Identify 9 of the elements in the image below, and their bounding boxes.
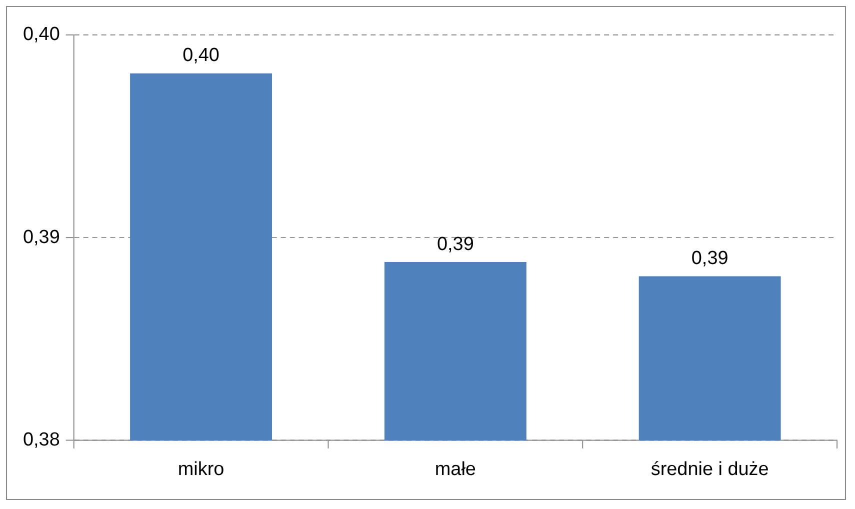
data-label: 0,39 <box>436 234 474 255</box>
x-tick-label: średnie i duże <box>650 458 769 480</box>
y-tick-label: 0,38 <box>22 430 60 451</box>
data-label: 0,39 <box>691 248 728 269</box>
data-label: 0,40 <box>182 45 220 66</box>
y-tick-label: 0,40 <box>22 24 60 46</box>
y-tick-label: 0,39 <box>22 226 60 248</box>
x-tick-label: małe <box>434 458 476 480</box>
x-tick-label: mikro <box>178 458 224 480</box>
